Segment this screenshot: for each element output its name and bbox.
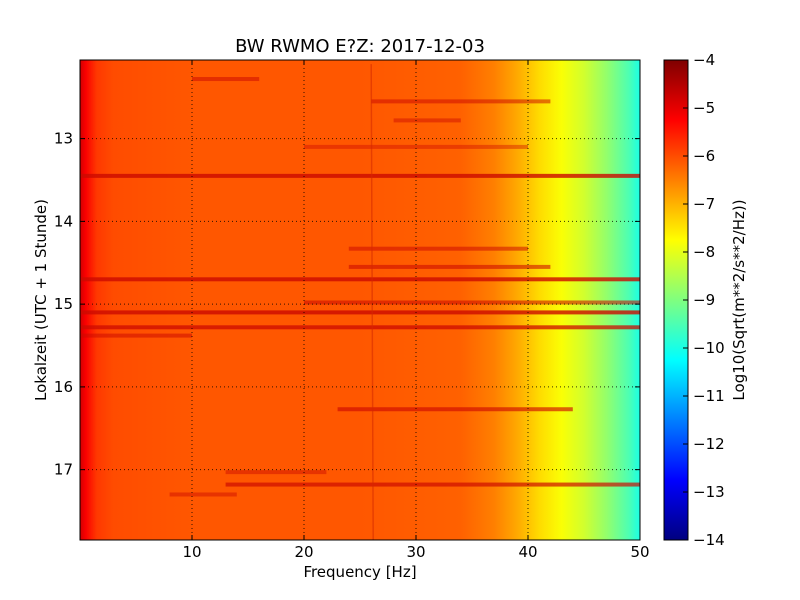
y-axis-ticks: 13 14 15 16 17 [54, 130, 640, 479]
band-3 [304, 144, 528, 149]
colorbar-ticks: −4 −5 −6 −7 −8 −9 −10 −11 −12 −13 −14 [683, 51, 725, 549]
colorbar-label: Log10(Sqrt(m**2/s**2/Hz)) [730, 199, 748, 400]
plot-area: 10 20 30 40 50 13 14 15 16 17 [54, 59, 650, 561]
colorbar-tick-label: −7 [693, 195, 715, 213]
band-15 [169, 492, 237, 497]
band-8 [304, 300, 640, 305]
band-6 [348, 264, 551, 269]
colorbar-tick-label: −13 [693, 483, 725, 501]
colorbar-tick-label: −11 [693, 387, 725, 405]
plot-frame [79, 59, 641, 541]
colorbar: −4 −5 −6 −7 −8 −9 −10 −11 −12 −13 −14 Log10(Sqrt(m… [663, 51, 748, 549]
chart-title: BW RWMO E?Z: 2017-12-03 [235, 36, 485, 57]
band-13 [225, 470, 327, 475]
band-14 [225, 482, 640, 487]
band-4 [80, 173, 640, 178]
x-tick-label: 10 [182, 543, 201, 561]
vertical-lines [370, 64, 374, 540]
band-11 [80, 333, 192, 338]
x-tick-label: 50 [630, 543, 649, 561]
band-12 [337, 407, 573, 412]
band-9 [80, 310, 640, 315]
colorbar-tick-label: −9 [693, 291, 715, 309]
y-tick-label: 13 [54, 130, 73, 148]
x-tick-label: 30 [406, 543, 425, 561]
colorbar-tick-label: −14 [693, 531, 725, 549]
y-tick-label: 14 [54, 212, 73, 230]
horizontal-bands [80, 77, 640, 497]
colorbar-tick-label: −8 [693, 243, 715, 261]
x-axis-ticks: 10 20 30 40 50 [182, 60, 650, 561]
y-axis-label: Lokalzeit (UTC + 1 Stunde) [32, 199, 50, 401]
spectrogram-background [80, 60, 640, 540]
x-tick-label: 20 [294, 543, 313, 561]
y-tick-label: 17 [54, 461, 73, 479]
colorbar-tick-label: −12 [693, 435, 725, 453]
colorbar-tick-label: −10 [693, 339, 725, 357]
band-7 [80, 277, 640, 282]
x-axis-label: Frequency [Hz] [303, 563, 416, 581]
colorbar-tick-label: −5 [693, 99, 715, 117]
band-0 [192, 77, 260, 82]
y-tick-label: 16 [54, 378, 73, 396]
band-5 [348, 246, 528, 251]
y-tick-label: 15 [54, 295, 73, 313]
vertical-line-0 [370, 64, 374, 540]
band-1 [371, 99, 551, 104]
x-tick-label: 40 [518, 543, 537, 561]
band-2 [393, 118, 461, 123]
colorbar-tick-label: −6 [693, 147, 715, 165]
colorbar-tick-label: −4 [693, 51, 715, 69]
band-10 [80, 325, 640, 330]
